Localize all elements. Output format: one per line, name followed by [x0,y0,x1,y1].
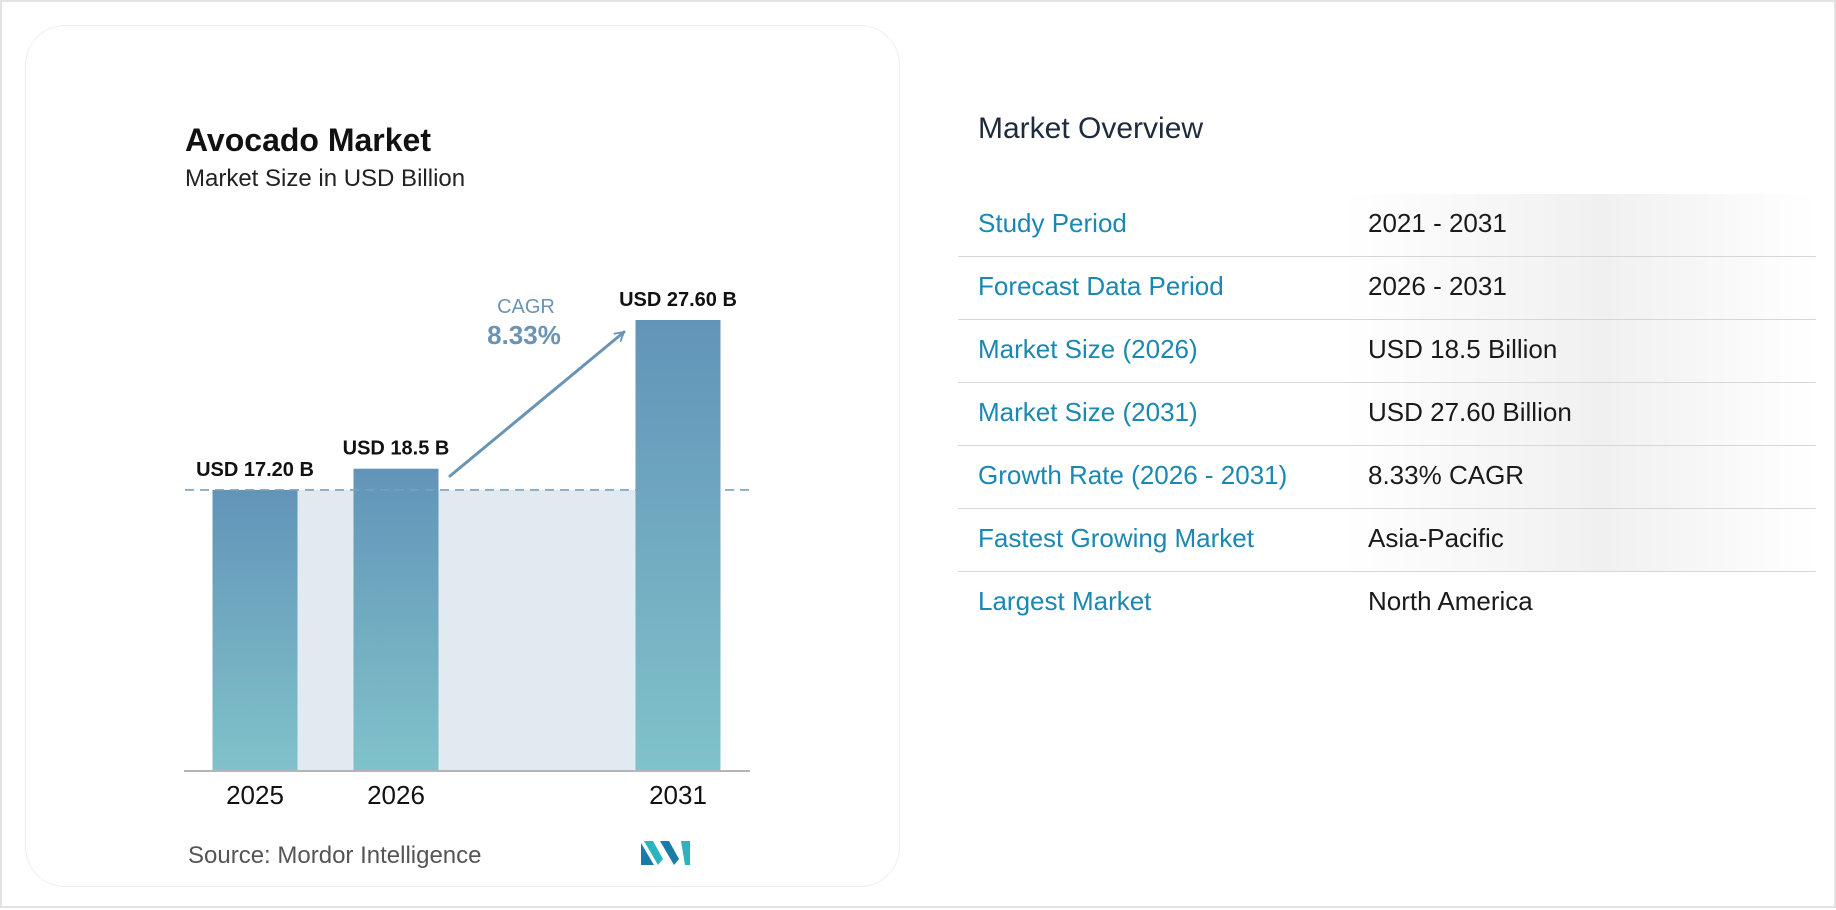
overview-label: Forecast Data Period [978,271,1224,301]
overview-value: USD 18.5 Billion [1368,334,1558,364]
source-name: Mordor Intelligence [277,842,482,869]
overview-row-growth-rate: Growth Rate (2026 - 2031) 8.33% CAGR [958,446,1816,509]
overview-value: 8.33% CAGR [1368,460,1525,490]
overview-row-market-size-2026: Market Size (2026) USD 18.5 Billion [958,320,1816,383]
data-label-2025: USD 17.20 B [196,459,314,481]
cagr-arrow [448,330,626,478]
chart-title: Avocado Market [185,122,431,158]
source-label: Source: [188,842,271,869]
overview-row-largest-market: Largest Market North America [958,572,1816,634]
overview-row-market-size-2031: Market Size (2031) USD 27.60 Billion [958,383,1816,446]
overview-value: North America [1368,586,1533,616]
overview-label: Largest Market [978,586,1152,616]
overview-label: Study Period [978,208,1127,238]
overview-label: Market Size (2026) [978,334,1198,364]
baseline-shade [297,489,636,771]
cagr-value: 8.33% [487,320,561,350]
data-label-2031: USD 27.60 B [619,289,737,311]
overview-label: Growth Rate (2026 - 2031) [978,460,1288,490]
overview-row-forecast-period: Forecast Data Period 2026 - 2031 [958,257,1816,320]
overview-row-study-period: Study Period 2021 - 2031 [958,194,1816,257]
cagr-label: CAGR [497,296,555,318]
bar-2031 [635,320,721,771]
overview-label: Market Size (2031) [978,397,1198,427]
bar-2026 [353,468,439,771]
x-tick-label: 2026 [367,780,425,810]
chart-source: Source: Mordor Intelligence [188,842,482,870]
overview-row-fastest-growing: Fastest Growing Market Asia-Pacific [958,509,1816,572]
x-tick-label: 2025 [226,780,284,810]
chart-subtitle: Market Size in USD Billion [185,165,466,192]
overview-title: Market Overview [978,112,1204,145]
overview-value: 2021 - 2031 [1368,208,1507,238]
overview-value: USD 27.60 Billion [1368,397,1572,427]
market-overview-table: Study Period 2021 - 2031 Forecast Data P… [958,194,1816,634]
data-label-2026: USD 18.5 B [343,438,450,460]
mordor-intelligence-logo-icon [641,841,690,865]
overview-value: Asia-Pacific [1368,523,1504,553]
overview-label: Fastest Growing Market [978,523,1254,553]
bar-2025 [212,489,298,771]
x-tick-label: 2031 [649,780,707,810]
overview-value: 2026 - 2031 [1368,271,1507,301]
